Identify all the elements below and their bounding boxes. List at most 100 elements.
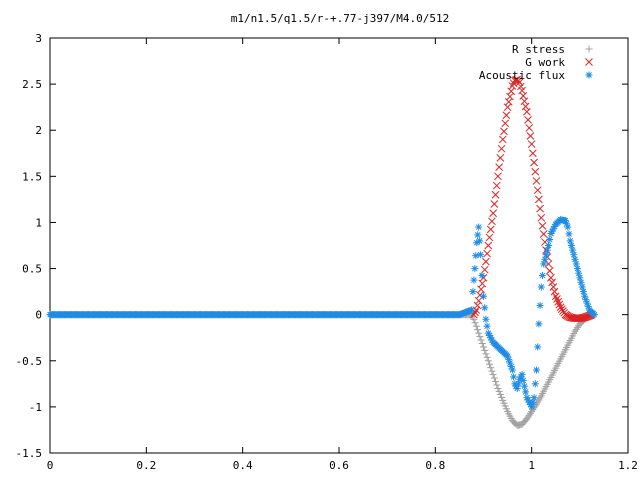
data-point [508,366,516,374]
data-point [467,306,475,314]
data-point [522,388,530,396]
data-point [537,213,546,222]
x-tick-label: 0.2 [136,459,156,472]
data-point [536,301,544,309]
y-tick-label: 2 [35,124,42,137]
legend-label: R stress [512,43,565,56]
data-point [489,371,497,379]
legend-label: Acoustic flux [479,69,565,82]
data-point [496,154,505,162]
data-point [471,265,479,273]
legend-label: G work [525,56,565,69]
data-point [575,269,583,277]
data-point [526,132,535,140]
data-point [525,124,534,132]
data-point [549,283,558,291]
data-point [475,329,483,337]
data-point [494,172,502,181]
data-point [502,111,511,120]
data-point [529,398,537,406]
data-point [510,373,518,381]
data-point [565,230,573,238]
data-point [489,209,497,218]
data-point [547,273,555,282]
y-tick-label: 3 [35,32,42,45]
y-tick-label: 0 [35,309,42,322]
data-point [506,92,514,101]
series-g-work [470,75,596,323]
data-point [572,260,580,268]
data-point [490,374,498,382]
data-point [492,378,500,386]
data-point [550,287,559,296]
data-point [546,236,554,244]
data-point [529,149,537,158]
data-point [477,251,485,259]
data-point [482,257,490,266]
data-point [483,322,491,330]
data-point [482,315,490,323]
data-point [530,394,538,402]
data-point [476,333,484,341]
data-point [522,107,531,116]
data-point [483,353,491,361]
data-point [484,357,492,365]
data-point [570,251,578,259]
data-point [472,252,480,260]
data-point [534,343,542,351]
x-tick-label: 1 [528,459,535,472]
data-point [541,255,549,263]
data-point [482,350,490,358]
data-point [500,127,508,136]
data-point [566,237,574,245]
data-point [480,343,487,351]
data-point [514,380,522,388]
data-point [476,237,484,245]
data-point [474,231,482,239]
data-point [495,387,503,395]
data-point [521,102,530,111]
data-point [578,283,586,291]
data-point [470,315,478,323]
series-acoustic-flux [46,216,598,411]
data-point [530,158,538,167]
data-point [485,233,494,242]
y-tick-label: 1.5 [22,170,42,183]
data-point [543,246,551,254]
data-point [484,241,493,250]
x-tick-label: 0.6 [329,459,349,472]
data-point [480,292,487,300]
data-point [535,320,543,328]
data-point [535,195,543,204]
data-point [483,249,491,258]
data-point [542,251,550,259]
data-point [488,217,496,226]
data-point [581,292,589,300]
data-point [498,393,506,401]
data-point [488,367,496,375]
data-point [497,144,506,153]
x-tick-label: 0 [47,459,54,472]
data-point [473,326,481,334]
data-point [475,223,483,231]
chart-title: m1/n1.5/q1.5/r-+.77-j397/M4.0/512 [231,12,450,25]
data-point [478,271,486,279]
legend-marker [585,45,593,53]
data-point [539,230,548,238]
data-point [564,223,572,231]
data-point [496,390,504,398]
data-point [569,246,577,254]
data-point [491,190,500,199]
data-point [532,177,541,185]
data-point [477,336,485,344]
data-point [576,274,584,282]
data-point [567,242,575,249]
data-point [519,92,528,100]
data-point [538,222,547,230]
data-point [571,255,579,263]
x-tick-label: 0.8 [425,459,445,472]
y-tick-label: -0.5 [16,355,43,368]
data-point [478,339,486,347]
